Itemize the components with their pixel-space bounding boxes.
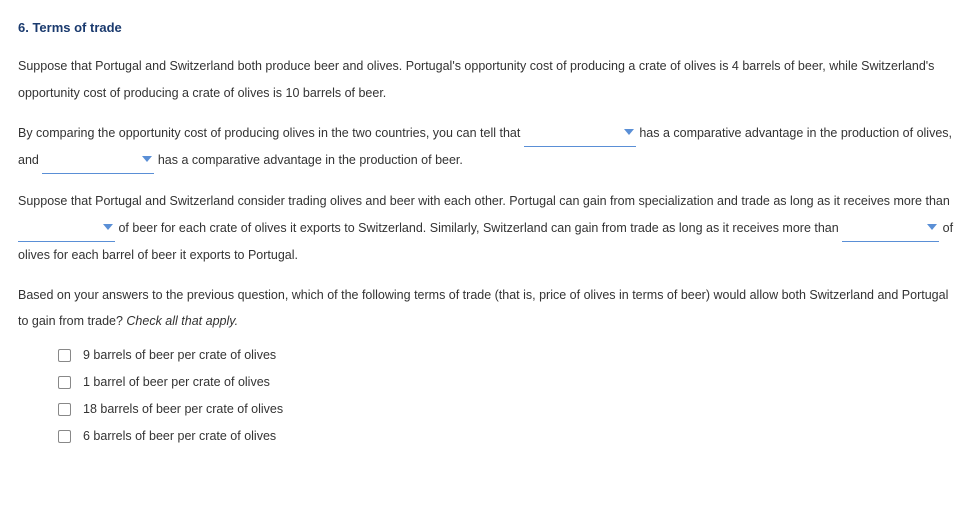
- option-label: 18 barrels of beer per crate of olives: [83, 403, 283, 416]
- option-row: 1 barrel of beer per crate of olives: [58, 376, 957, 389]
- dropdown-blank-country-olives[interactable]: [524, 120, 636, 147]
- question-title: 6. Terms of trade: [18, 14, 957, 41]
- option-row: 9 barrels of beer per crate of olives: [58, 349, 957, 362]
- option-row: 6 barrels of beer per crate of olives: [58, 430, 957, 443]
- text-segment: of beer for each crate of olives it expo…: [115, 221, 842, 235]
- instruction-text: Check all that apply.: [126, 314, 238, 328]
- dropdown-blank-portugal-amount[interactable]: [18, 215, 115, 242]
- dropdown-blank-country-beer[interactable]: [42, 147, 154, 174]
- paragraph-intro: Suppose that Portugal and Switzerland bo…: [18, 53, 957, 106]
- checkbox[interactable]: [58, 430, 71, 443]
- dropdown-blank-switzerland-amount[interactable]: [842, 215, 939, 242]
- checkbox[interactable]: [58, 403, 71, 416]
- checkbox[interactable]: [58, 349, 71, 362]
- option-row: 18 barrels of beer per crate of olives: [58, 403, 957, 416]
- option-label: 6 barrels of beer per crate of olives: [83, 430, 276, 443]
- checkbox-options: 9 barrels of beer per crate of olives 1 …: [18, 349, 957, 443]
- chevron-down-icon: [103, 224, 113, 230]
- text-segment: has a comparative advantage in the produ…: [154, 153, 463, 167]
- option-label: 9 barrels of beer per crate of olives: [83, 349, 276, 362]
- text-segment: By comparing the opportunity cost of pro…: [18, 126, 524, 140]
- paragraph-comparative: By comparing the opportunity cost of pro…: [18, 120, 957, 175]
- paragraph-trade-gains: Suppose that Portugal and Switzerland co…: [18, 188, 957, 268]
- text-segment: Suppose that Portugal and Switzerland co…: [18, 194, 950, 208]
- chevron-down-icon: [624, 129, 634, 135]
- checkbox[interactable]: [58, 376, 71, 389]
- chevron-down-icon: [927, 224, 937, 230]
- paragraph-terms-question: Based on your answers to the previous qu…: [18, 282, 957, 335]
- option-label: 1 barrel of beer per crate of olives: [83, 376, 270, 389]
- chevron-down-icon: [142, 156, 152, 162]
